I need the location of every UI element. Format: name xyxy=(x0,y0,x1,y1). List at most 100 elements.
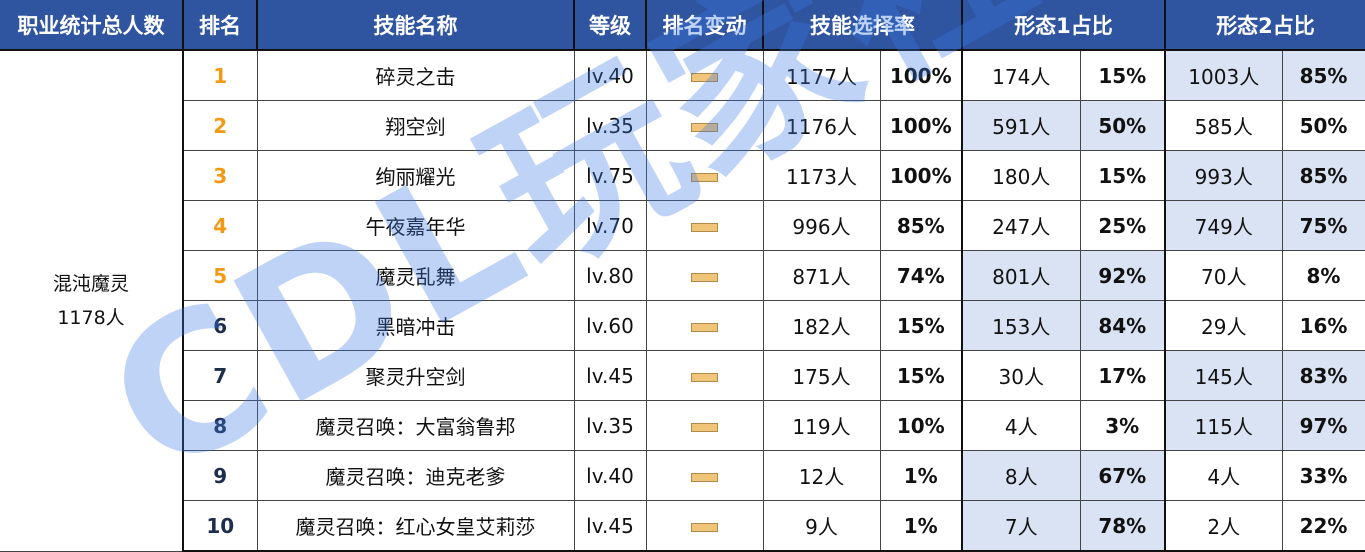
pick-count: 871人 xyxy=(762,250,881,301)
header-form1: 形态1占比 xyxy=(961,0,1165,51)
rank-cell: 7 xyxy=(182,350,258,401)
pick-pct: 100% xyxy=(879,150,963,201)
header-skill: 技能名称 xyxy=(256,0,574,51)
form2-pct: 85% xyxy=(1281,49,1365,101)
skill-level: lv.75 xyxy=(573,150,647,201)
form2-count: 145人 xyxy=(1164,350,1283,401)
form2-count: 1003人 xyxy=(1164,49,1283,101)
form1-count: 7人 xyxy=(961,500,1081,552)
rank-change-cell xyxy=(645,500,764,552)
form1-count: 30人 xyxy=(961,350,1081,401)
rank-cell: 8 xyxy=(182,400,258,451)
table-row: 3 绚丽耀光 lv.75 1173人 100% 180人 15% 993人 85… xyxy=(0,150,1365,201)
pick-count: 996人 xyxy=(762,200,881,251)
flat-bar-icon xyxy=(691,522,718,532)
form2-pct: 97% xyxy=(1281,400,1365,451)
rank-cell: 9 xyxy=(182,450,258,501)
skill-name: 碎灵之击 xyxy=(256,49,575,101)
table-row: 2 翔空剑 lv.35 1176人 100% 591人 50% 585人 50% xyxy=(0,100,1365,151)
form2-count: 993人 xyxy=(1164,150,1283,201)
pick-count: 12人 xyxy=(762,450,881,501)
pick-pct: 15% xyxy=(879,300,963,351)
rank-change-cell xyxy=(645,350,764,401)
rank-change-cell xyxy=(645,150,764,201)
form1-count: 174人 xyxy=(961,49,1081,101)
rank-cell: 1 xyxy=(182,49,258,101)
table-row: 7 聚灵升空剑 lv.45 175人 15% 30人 17% 145人 83% xyxy=(0,350,1365,401)
job-total: 1178人 xyxy=(57,306,125,329)
skill-level: lv.45 xyxy=(573,350,647,401)
flat-bar-icon xyxy=(691,422,718,432)
form1-count: 4人 xyxy=(961,400,1081,451)
form1-pct: 17% xyxy=(1079,350,1166,401)
rank-cell: 4 xyxy=(182,200,258,251)
form1-pct: 84% xyxy=(1079,300,1166,351)
flat-bar-icon xyxy=(691,322,718,332)
form1-count: 180人 xyxy=(961,150,1081,201)
form1-pct: 67% xyxy=(1079,450,1166,501)
skill-level: lv.80 xyxy=(573,250,647,301)
job-name: 混沌魔灵 xyxy=(52,272,129,295)
skill-name: 绚丽耀光 xyxy=(256,150,575,201)
table-row: 混沌魔灵 1178人 1 碎灵之击 lv.40 1177人 100% 174人 15… xyxy=(0,49,1365,552)
rank-change-cell xyxy=(645,49,764,101)
form1-pct: 15% xyxy=(1079,150,1166,201)
pick-count: 119人 xyxy=(762,400,881,451)
form2-pct: 83% xyxy=(1281,350,1365,401)
skill-name: 聚灵升空剑 xyxy=(256,350,575,401)
rank-change-cell xyxy=(645,450,764,501)
pick-pct: 10% xyxy=(879,400,963,451)
table-row: 9 魔灵召唤：迪克老爹 lv.40 12人 1% 8人 67% 4人 33% xyxy=(0,450,1365,501)
skill-level: lv.35 xyxy=(573,400,647,451)
form2-pct: 75% xyxy=(1281,200,1365,251)
flat-bar-icon xyxy=(691,272,718,282)
form1-pct: 25% xyxy=(1079,200,1166,251)
pick-count: 9人 xyxy=(762,500,881,552)
rank-change-cell xyxy=(645,100,764,151)
pick-count: 1176人 xyxy=(762,100,881,151)
job-cell: 混沌魔灵 1178人 xyxy=(0,50,184,552)
form1-count: 8人 xyxy=(961,450,1081,501)
skill-level: lv.45 xyxy=(573,500,647,552)
form2-count: 70人 xyxy=(1164,250,1283,301)
pick-count: 1173人 xyxy=(762,150,881,201)
form2-pct: 85% xyxy=(1281,150,1365,201)
rank-cell: 5 xyxy=(182,250,258,301)
pick-count: 182人 xyxy=(762,300,881,351)
rank-change-cell xyxy=(645,400,764,451)
header-pick-rate: 技能选择率 xyxy=(762,0,962,51)
form2-count: 2人 xyxy=(1164,500,1283,552)
form2-pct: 22% xyxy=(1281,500,1365,552)
header-rank-change: 排名变动 xyxy=(645,0,763,51)
skill-name: 翔空剑 xyxy=(256,100,575,151)
skill-name: 午夜嘉年华 xyxy=(256,200,575,251)
form1-pct: 92% xyxy=(1079,250,1166,301)
table-row: 8 魔灵召唤：大富翁鲁邦 lv.35 119人 10% 4人 3% 115人 9… xyxy=(0,400,1365,451)
skill-level: lv.40 xyxy=(573,49,647,101)
skill-name: 魔灵召唤：迪克老爹 xyxy=(256,450,575,501)
form2-count: 115人 xyxy=(1164,400,1283,451)
rank-change-cell xyxy=(645,250,764,301)
form1-pct: 78% xyxy=(1079,500,1166,552)
pick-pct: 74% xyxy=(879,250,963,301)
flat-bar-icon xyxy=(691,172,718,182)
flat-bar-icon xyxy=(691,472,718,482)
skill-level: lv.70 xyxy=(573,200,647,251)
form1-count: 247人 xyxy=(961,200,1081,251)
skill-name: 魔灵乱舞 xyxy=(256,250,575,301)
flat-bar-icon xyxy=(691,72,718,82)
form1-count: 153人 xyxy=(961,300,1081,351)
rank-change-cell xyxy=(645,200,764,251)
rank-cell: 2 xyxy=(182,100,258,151)
header-total: 职业统计总人数 xyxy=(0,0,183,51)
skill-level: lv.60 xyxy=(573,300,647,351)
form1-pct: 50% xyxy=(1079,100,1166,151)
form2-pct: 33% xyxy=(1281,450,1365,501)
form1-pct: 3% xyxy=(1079,400,1166,451)
rank-cell: 10 xyxy=(182,500,258,552)
skill-level: lv.35 xyxy=(573,100,647,151)
form1-pct: 15% xyxy=(1079,49,1166,101)
form2-pct: 50% xyxy=(1281,100,1365,151)
header-row: 职业统计总人数 排名 技能名称 等级 排名变动 技能选择率 形态1占比 形态2占… xyxy=(0,0,1365,51)
